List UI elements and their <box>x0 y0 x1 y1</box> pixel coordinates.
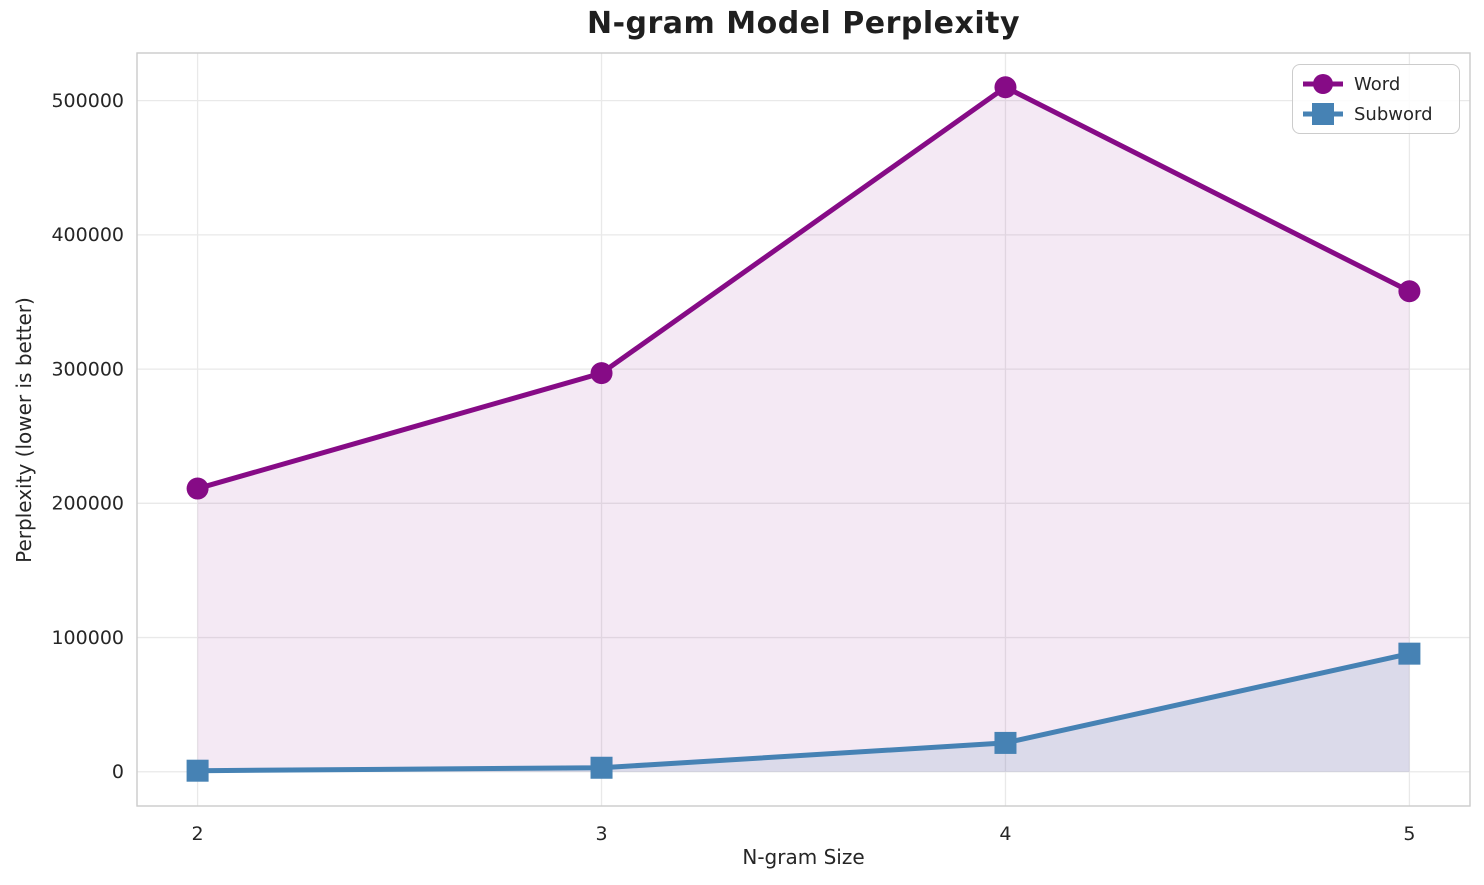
legend-item-word: Word <box>1301 70 1451 98</box>
y-tick-label: 400000 <box>51 224 124 246</box>
data-point-word <box>1398 280 1421 303</box>
data-point-word <box>590 362 613 385</box>
y-tick-label: 200000 <box>51 493 124 515</box>
x-tick-label: 2 <box>192 823 204 845</box>
legend: Word Subword <box>1292 64 1460 134</box>
x-tick-label: 3 <box>595 823 607 845</box>
y-tick-label: 100000 <box>51 627 124 649</box>
x-axis-label: N-gram Size <box>742 845 865 869</box>
x-tick-label: 5 <box>1403 823 1415 845</box>
data-point-word <box>186 477 209 500</box>
legend-label-word: Word <box>1354 73 1401 95</box>
series-line-subword <box>195 651 1412 774</box>
area-fill-subword <box>197 653 1410 772</box>
subword-line-square-marker-icon <box>1303 103 1343 125</box>
data-point-subword <box>994 731 1017 754</box>
y-tick-label: 300000 <box>51 358 124 380</box>
chart-title: N-gram Model Perplexity <box>586 6 1021 41</box>
plot-border <box>136 52 1471 807</box>
area-fill-word <box>197 87 1410 772</box>
data-point-word <box>994 76 1017 99</box>
series-line-word <box>195 84 1412 492</box>
y-tick-label: 0 <box>112 761 124 783</box>
y-axis-label: Perplexity (lower is better) <box>12 297 36 563</box>
data-point-subword <box>590 756 613 779</box>
y-tick-label: 500000 <box>51 90 124 112</box>
legend-item-subword: Subword <box>1301 100 1451 128</box>
data-point-subword <box>186 759 209 782</box>
legend-label-subword: Subword <box>1354 103 1433 125</box>
data-point-subword <box>1398 642 1421 665</box>
x-tick-label: 4 <box>999 823 1011 845</box>
word-line-circle-marker-icon <box>1303 74 1343 94</box>
